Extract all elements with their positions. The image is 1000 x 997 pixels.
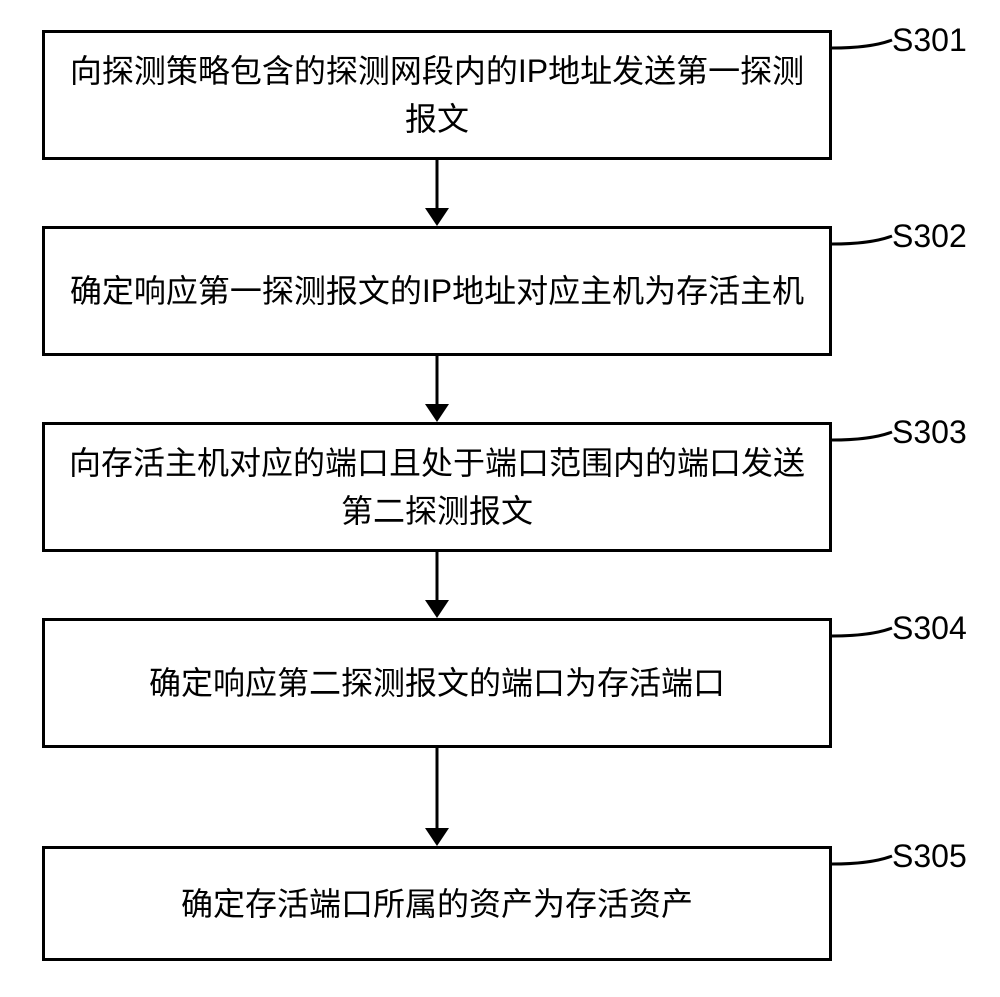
connector-curve: [832, 22, 897, 55]
step-box-s304: 确定响应第二探测报文的端口为存活端口: [42, 618, 832, 748]
step-box-s302: 确定响应第一探测报文的IP地址对应主机为存活主机: [42, 226, 832, 356]
step-text: 确定响应第二探测报文的端口为存活端口: [149, 659, 725, 707]
arrow-head-icon: [425, 828, 449, 846]
connector-curve: [832, 414, 897, 447]
arrow-line: [436, 748, 439, 828]
step-text: 向存活主机对应的端口且处于端口范围内的端口发送第二探测报文: [65, 439, 809, 535]
step-label-s302: S302: [892, 218, 967, 255]
flowchart-container: 向探测策略包含的探测网段内的IP地址发送第一探测报文 S301 确定响应第一探测报文…: [0, 0, 1000, 997]
arrow-line: [436, 552, 439, 600]
connector-curve: [832, 610, 897, 643]
step-text: 确定响应第一探测报文的IP地址对应主机为存活主机: [70, 267, 804, 315]
step-box-s301: 向探测策略包含的探测网段内的IP地址发送第一探测报文: [42, 30, 832, 160]
step-label-s301: S301: [892, 22, 967, 59]
step-text: 确定存活端口所属的资产为存活资产: [181, 880, 693, 928]
step-box-s305: 确定存活端口所属的资产为存活资产: [42, 846, 832, 961]
arrow-head-icon: [425, 208, 449, 226]
arrow-line: [436, 160, 439, 208]
connector-curve: [832, 838, 897, 871]
step-text: 向探测策略包含的探测网段内的IP地址发送第一探测报文: [65, 47, 809, 143]
connector-curve: [832, 218, 897, 251]
step-label-s305: S305: [892, 838, 967, 875]
arrow-line: [436, 356, 439, 404]
arrow-head-icon: [425, 600, 449, 618]
step-label-s303: S303: [892, 414, 967, 451]
step-label-s304: S304: [892, 610, 967, 647]
step-box-s303: 向存活主机对应的端口且处于端口范围内的端口发送第二探测报文: [42, 422, 832, 552]
arrow-head-icon: [425, 404, 449, 422]
